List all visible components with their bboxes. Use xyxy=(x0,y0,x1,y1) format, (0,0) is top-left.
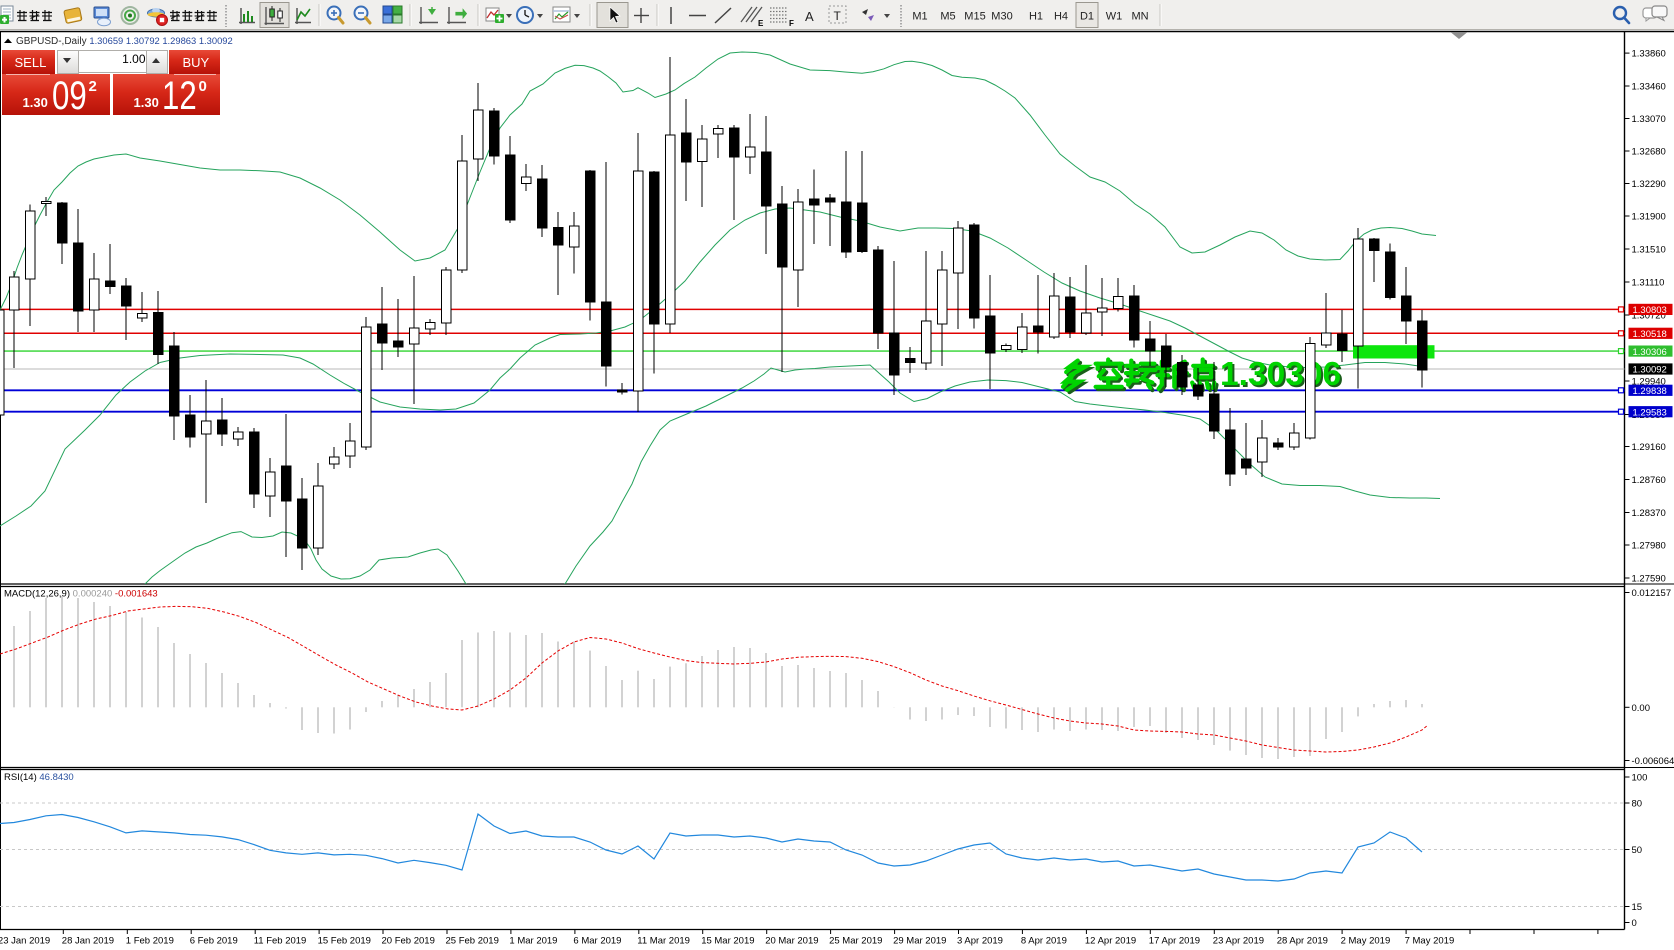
svg-text:6 Feb 2019: 6 Feb 2019 xyxy=(190,936,238,947)
svg-text:20 Mar 2019: 20 Mar 2019 xyxy=(765,936,818,947)
svg-text:1.29583: 1.29583 xyxy=(1633,407,1667,418)
svg-text:A: A xyxy=(805,9,814,24)
svg-text:1.27590: 1.27590 xyxy=(1632,574,1666,585)
svg-text:H4: H4 xyxy=(1054,11,1068,23)
svg-text:20 Feb 2019: 20 Feb 2019 xyxy=(382,936,435,947)
svg-text:1.28760: 1.28760 xyxy=(1632,475,1666,486)
svg-text:MACD(12,26,9) 0.000240 -0.0016: MACD(12,26,9) 0.000240 -0.001643 xyxy=(4,589,158,600)
svg-text:0.00: 0.00 xyxy=(1632,703,1651,714)
svg-text:1.31900: 1.31900 xyxy=(1632,212,1666,223)
svg-text:25 Mar 2019: 25 Mar 2019 xyxy=(829,936,882,947)
svg-text:H1: H1 xyxy=(1029,11,1043,23)
svg-text:E: E xyxy=(758,19,764,28)
svg-text:1.30306: 1.30306 xyxy=(1633,347,1667,358)
svg-text:1.30518: 1.30518 xyxy=(1633,329,1667,340)
svg-text:28 Apr 2019: 28 Apr 2019 xyxy=(1277,936,1328,947)
svg-text:1.27980: 1.27980 xyxy=(1632,541,1666,552)
svg-text:100: 100 xyxy=(1632,773,1648,784)
svg-text:M15: M15 xyxy=(964,11,985,23)
svg-text:2 May 2019: 2 May 2019 xyxy=(1341,936,1391,947)
svg-text:T: T xyxy=(834,9,842,23)
svg-text:29 Mar 2019: 29 Mar 2019 xyxy=(893,936,946,947)
svg-text:1.32680: 1.32680 xyxy=(1632,147,1666,158)
svg-text:1.33860: 1.33860 xyxy=(1632,49,1666,60)
svg-text:1.31110: 1.31110 xyxy=(1632,278,1665,289)
svg-text:1.29838: 1.29838 xyxy=(1633,386,1667,397)
svg-text:8 Apr 2019: 8 Apr 2019 xyxy=(1021,936,1067,947)
svg-text:W1: W1 xyxy=(1106,11,1123,23)
svg-text:15 Feb 2019: 15 Feb 2019 xyxy=(318,936,371,947)
svg-text:15 Mar 2019: 15 Mar 2019 xyxy=(701,936,754,947)
svg-text:0: 0 xyxy=(1632,918,1637,929)
svg-text:23 Jan 2019: 23 Jan 2019 xyxy=(0,936,50,947)
svg-text:D1: D1 xyxy=(1080,11,1094,23)
svg-text:3 Apr 2019: 3 Apr 2019 xyxy=(957,936,1003,947)
svg-text:1.30306: 1.30306 xyxy=(1222,358,1343,395)
svg-text:MN: MN xyxy=(1131,11,1148,23)
svg-text:M30: M30 xyxy=(991,11,1012,23)
svg-text:23 Apr 2019: 23 Apr 2019 xyxy=(1213,936,1264,947)
svg-text:RSI(14) 46.8430: RSI(14) 46.8430 xyxy=(4,772,74,783)
svg-text:15: 15 xyxy=(1632,902,1643,913)
svg-text:1.30803: 1.30803 xyxy=(1633,305,1667,316)
svg-text:1 Mar 2019: 1 Mar 2019 xyxy=(509,936,557,947)
svg-text:12 Apr 2019: 12 Apr 2019 xyxy=(1085,936,1136,947)
svg-text:1.30720: 1.30720 xyxy=(1632,311,1666,322)
svg-text:M1: M1 xyxy=(912,11,927,23)
svg-text:1.33460: 1.33460 xyxy=(1632,82,1666,93)
svg-text:1.30092: 1.30092 xyxy=(1633,365,1667,376)
svg-text:6 Mar 2019: 6 Mar 2019 xyxy=(573,936,621,947)
svg-text:28 Jan 2019: 28 Jan 2019 xyxy=(62,936,114,947)
svg-text:25 Feb 2019: 25 Feb 2019 xyxy=(446,936,499,947)
svg-text:M5: M5 xyxy=(940,11,955,23)
svg-text:1 Feb 2019: 1 Feb 2019 xyxy=(126,936,174,947)
svg-text:11 Mar 2019: 11 Mar 2019 xyxy=(637,936,690,947)
svg-text:1.30306: 1.30306 xyxy=(1220,356,1341,393)
svg-text:50: 50 xyxy=(1632,845,1643,856)
svg-text:80: 80 xyxy=(1632,799,1643,810)
svg-text:1.31510: 1.31510 xyxy=(1632,245,1666,256)
svg-text:1.32290: 1.32290 xyxy=(1632,179,1666,190)
svg-text:1.29160: 1.29160 xyxy=(1632,442,1666,453)
svg-text:17 Apr 2019: 17 Apr 2019 xyxy=(1149,936,1200,947)
svg-text:1.29940: 1.29940 xyxy=(1632,377,1666,388)
svg-text:11 Feb 2019: 11 Feb 2019 xyxy=(254,936,307,947)
svg-text:1.33070: 1.33070 xyxy=(1632,114,1666,125)
svg-text:0.012157: 0.012157 xyxy=(1632,588,1672,599)
svg-text:7 May 2019: 7 May 2019 xyxy=(1405,936,1455,947)
svg-text:-0.006064: -0.006064 xyxy=(1632,756,1674,767)
svg-text:1.28370: 1.28370 xyxy=(1632,508,1666,519)
svg-text:F: F xyxy=(789,19,794,28)
svg-text:GBPUSD-,Daily 1.30659 1.30792: GBPUSD-,Daily 1.30659 1.30792 1.29863 1.… xyxy=(16,35,233,47)
